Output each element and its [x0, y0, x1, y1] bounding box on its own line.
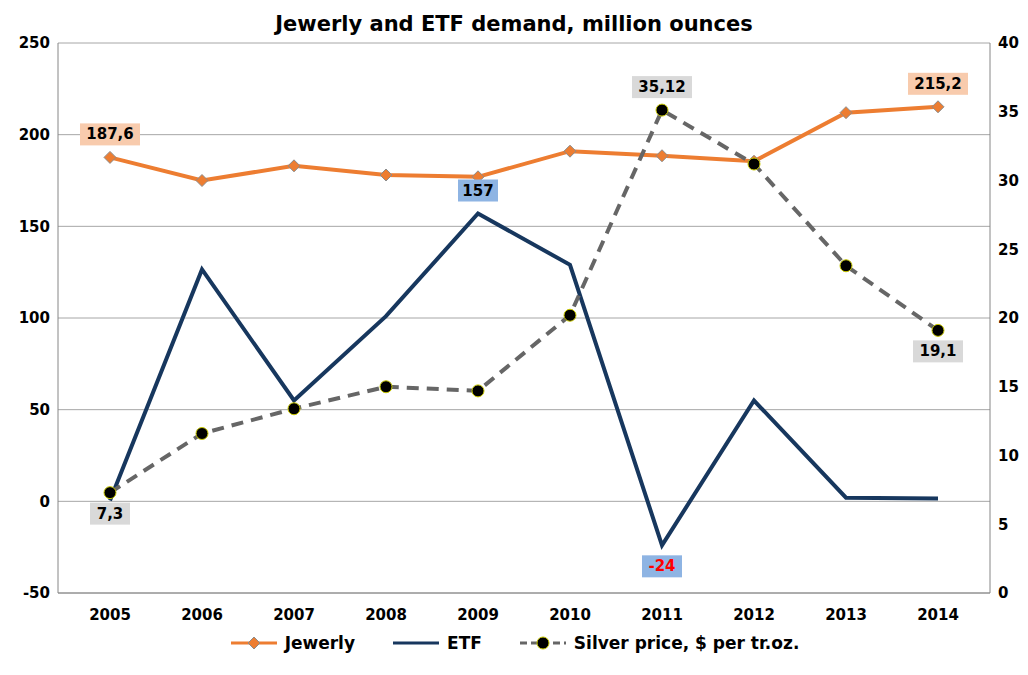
- svg-text:50: 50: [29, 401, 50, 419]
- svg-text:187,6: 187,6: [86, 125, 133, 143]
- svg-text:2014: 2014: [917, 606, 959, 624]
- svg-text:-24: -24: [648, 557, 675, 575]
- svg-text:2007: 2007: [273, 606, 315, 624]
- html-text:ETF: ETF: [447, 633, 482, 653]
- svg-text:30: 30: [998, 172, 1019, 190]
- html-text:Jewerly and ETF demand, millio: Jewerly and ETF demand, million ounces: [275, 12, 753, 36]
- svg-text:150: 150: [19, 218, 50, 236]
- svg-text:215,2: 215,2: [914, 75, 961, 93]
- svg-text:2008: 2008: [365, 606, 407, 624]
- svg-text:-50: -50: [23, 584, 50, 602]
- svg-text:100: 100: [19, 309, 50, 327]
- svg-text:2009: 2009: [457, 606, 499, 624]
- svg-text:25: 25: [998, 241, 1019, 259]
- svg-text:250: 250: [19, 34, 50, 52]
- svg-text:2012: 2012: [733, 606, 775, 624]
- svg-text:10: 10: [998, 447, 1019, 465]
- svg-text:2005: 2005: [89, 606, 131, 624]
- svg-text:35,12: 35,12: [638, 78, 685, 96]
- svg-text:7,3: 7,3: [97, 505, 124, 523]
- svg-text:40: 40: [998, 34, 1019, 52]
- svg-text:2011: 2011: [641, 606, 683, 624]
- svg-text:20: 20: [998, 309, 1019, 327]
- svg-text:2010: 2010: [549, 606, 591, 624]
- svg-text:0: 0: [998, 584, 1008, 602]
- svg-text:157: 157: [462, 182, 493, 200]
- svg-text:0: 0: [40, 493, 50, 511]
- svg-text:35: 35: [998, 103, 1019, 121]
- html-text:Silver price, $ per tr.oz.: Silver price, $ per tr.oz.: [573, 633, 800, 653]
- svg-text:15: 15: [998, 378, 1019, 396]
- svg-text:200: 200: [19, 126, 50, 144]
- svg-text:19,1: 19,1: [919, 342, 956, 360]
- svg-text:5: 5: [998, 516, 1008, 534]
- svg-text:2013: 2013: [825, 606, 867, 624]
- svg-text:2006: 2006: [181, 606, 223, 624]
- html-text:Jewerly: Jewerly: [284, 633, 355, 653]
